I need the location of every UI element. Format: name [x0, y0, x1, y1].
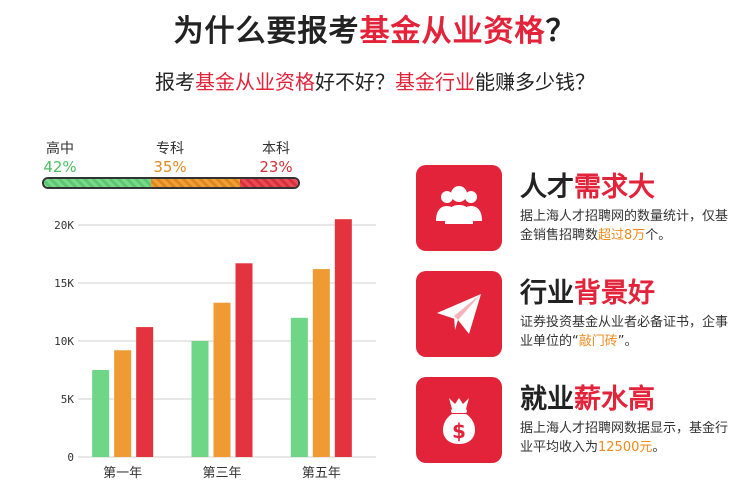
bar-第五年-0 [290, 317, 308, 457]
x-category-label: 第一年 [103, 466, 142, 481]
x-category-label: 第三年 [202, 466, 241, 481]
bar-第五年-1 [312, 269, 330, 457]
salary-bar-chart: 0 5K 10K 15K 20K 第一年 第三年 第五年 [54, 219, 376, 481]
card-desc-highlight: 敲门砖 [578, 334, 618, 349]
education-progress-bar [42, 177, 300, 189]
education-label: 本科 [262, 141, 290, 157]
card-title: 人才需求大 [520, 165, 655, 204]
education-segment-bachelor [239, 179, 298, 187]
bar-第一年-0 [92, 370, 110, 457]
card-title: 行业背景好 [520, 271, 655, 310]
subtitle-part: 报考 [155, 70, 195, 94]
card-title-part: 行业 [520, 278, 574, 309]
card-description: 据上海人才招聘网的数量统计，仅基金销售招聘数超过8万个。 [520, 207, 736, 245]
bar-第三年-1 [213, 302, 231, 457]
card-description: 据上海人才招聘网数据显示，基金行业平均收入为12500元。 [520, 419, 736, 457]
card-desc-text: ”。 [617, 334, 638, 349]
bar-第三年-2 [235, 263, 253, 457]
education-segment-highschool [44, 179, 151, 187]
card-description: 证券投资基金从业者必备证书，企事业单位的“敲门砖”。 [520, 313, 736, 351]
card-title-highlight: 薪水高 [574, 384, 655, 415]
y-tick-label: 20K [54, 219, 74, 232]
page-title: 为什么要报考基金从业资格？ [0, 6, 750, 50]
subtitle-part: 好不好？ [315, 70, 395, 94]
y-tick-label: 0 [67, 451, 74, 464]
education-stat-bachelor: 本科 23% [246, 138, 306, 176]
card-desc-highlight: 超过8万 [598, 228, 646, 243]
card-title: 就业薪水高 [520, 377, 655, 416]
bar-第五年-2 [334, 219, 352, 457]
title-prefix: 为什么要报考 [173, 14, 360, 49]
education-percent: 35% [153, 158, 187, 176]
card-title-highlight: 背景好 [574, 278, 655, 309]
education-segment-college [150, 179, 240, 187]
bar-第一年-2 [136, 327, 154, 457]
education-label: 专科 [156, 141, 184, 157]
card-title-highlight: 需求大 [574, 172, 655, 203]
card-desc-text: 。 [652, 440, 666, 455]
y-tick-label: 15K [54, 277, 74, 290]
education-label: 高中 [46, 141, 74, 157]
education-stat-highschool: 高中 42% [30, 138, 90, 176]
card-desc-text: 据上海人才招聘网数据显示，基金行业平均收入为 [520, 421, 729, 455]
card-desc-text: 据上海人才招聘网的数量统计，仅基金销售招聘数 [520, 209, 729, 243]
card-title-part: 就业 [520, 384, 574, 415]
page-subtitle: 报考基金从业资格好不好？基金行业能赚多少钱？ [0, 66, 750, 95]
bar-第三年-0 [191, 341, 209, 457]
svg-text:$: $ [452, 419, 466, 443]
paper-plane-icon [416, 271, 502, 357]
card-industry-background: 行业背景好 证券投资基金从业者必备证书，企事业单位的“敲门砖”。 [416, 271, 736, 361]
card-desc-text: 个。 [645, 228, 672, 243]
y-tick-label: 5K [61, 393, 75, 406]
card-title-part: 人才 [520, 172, 574, 203]
title-highlight: 基金从业资格 [359, 14, 546, 49]
card-high-salary: $ 就业薪水高 据上海人才招聘网数据显示，基金行业平均收入为12500元。 [416, 377, 736, 467]
subtitle-highlight: 基金行业 [395, 70, 475, 94]
education-percent: 42% [43, 158, 77, 176]
subtitle-highlight: 基金从业资格 [195, 70, 315, 94]
money-bag-icon: $ [416, 377, 502, 463]
title-suffix: ？ [545, 14, 577, 49]
card-talent-demand: 人才需求大 据上海人才招聘网的数量统计，仅基金销售招聘数超过8万个。 [416, 165, 736, 255]
education-percent: 23% [259, 158, 293, 176]
subtitle-part: 能赚多少钱？ [475, 70, 595, 94]
people-icon [416, 165, 502, 251]
x-category-label: 第五年 [302, 466, 341, 481]
card-desc-text: 证券投资基金从业者必备证书，企事业单位的“ [520, 315, 729, 349]
bar-第一年-1 [114, 350, 132, 457]
card-desc-highlight: 12500元 [598, 440, 653, 455]
y-tick-label: 10K [54, 335, 74, 348]
education-stat-college: 专科 35% [140, 138, 200, 176]
